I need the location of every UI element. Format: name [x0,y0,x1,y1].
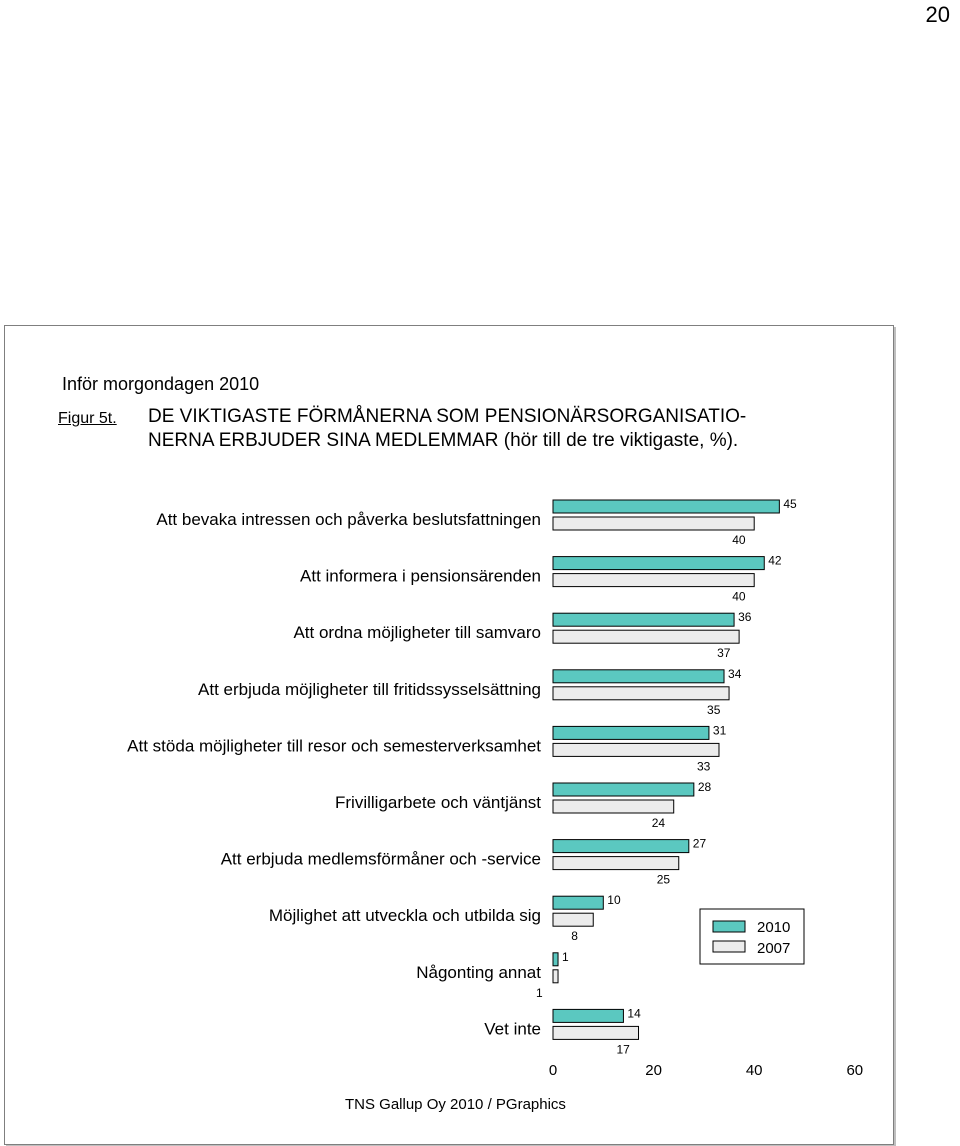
data-label-2010: 27 [693,837,707,851]
figure-title-line2: NERNA ERBJUDER SINA MEDLEMMAR (hör till … [148,430,739,451]
report-supertitle: Inför morgondagen 2010 [62,374,260,394]
bar-2010 [552,895,604,910]
data-label-2010: 14 [627,1006,641,1020]
data-label-2010: 42 [768,554,782,568]
bar-2007 [552,799,675,814]
category-label: Att stöda möjligheter till resor och sem… [127,736,541,755]
bar-2007 [552,1025,640,1040]
category-label: Att bevaka intressen och påverka besluts… [156,510,541,529]
data-label-2007: 35 [707,703,721,717]
bar-2007 [552,629,740,644]
data-label-2007: 8 [571,929,578,943]
data-label-2007: 17 [617,1042,631,1056]
data-label-2010: 28 [698,780,712,794]
bar-2010 [552,612,735,627]
category-label: Vet inte [484,1019,541,1038]
legend-swatch-2010 [712,920,746,933]
x-tick-label: 0 [549,1062,557,1079]
data-label-2007: 25 [657,873,671,887]
data-label-2010: 45 [783,497,797,511]
legend-label-2010: 2010 [757,919,790,936]
data-label-2010: 34 [728,667,742,681]
bar-2007 [552,742,720,757]
bar-2010 [552,1008,624,1023]
bar-2010 [552,499,780,514]
data-label-2007: 40 [732,590,746,604]
bar-2007 [552,516,755,531]
category-label: Möjlighet att utveckla och utbilda sig [269,906,541,925]
legend-swatch-2007 [712,940,746,953]
category-label: Någonting annat [416,963,541,982]
legend-label-2007: 2007 [757,940,790,957]
x-tick-label: 40 [746,1062,763,1079]
figure-title-line1: DE VIKTIGASTE FÖRMÅNERNA SOM PENSIONÄRSO… [148,406,747,427]
bar-2007 [552,856,680,871]
figure-label: Figur 5t. [58,410,117,427]
data-label-2007: 40 [732,533,746,547]
bar-2007 [552,969,559,984]
category-label: Frivilligarbete och väntjänst [335,793,541,812]
x-tick-label: 20 [645,1062,662,1079]
data-label-2010: 1 [562,950,569,964]
data-label-2007: 1 [536,986,543,1000]
chart-frame [4,325,894,1145]
data-label-2010: 10 [607,893,621,907]
legend-box [699,908,805,965]
data-label-2007: 24 [652,816,666,830]
bar-2007 [552,686,730,701]
bar-2010 [552,669,725,684]
chart-credit: TNS Gallup Oy 2010 / PGraphics [345,1096,566,1113]
data-label-2010: 31 [713,723,727,737]
data-label-2007: 37 [717,646,731,660]
category-label: Att erbjuda medlemsförmåner och -service [221,850,541,869]
data-label-2007: 33 [697,759,711,773]
category-label: Att erbjuda möjligheter till fritidssyss… [198,680,541,699]
bar-2010 [552,725,710,740]
data-label-2010: 36 [738,610,752,624]
bar-2010 [552,952,559,967]
figure-title: DE VIKTIGASTE FÖRMÅNERNA SOM PENSIONÄRSO… [148,405,868,453]
bar-2007 [552,912,594,927]
bar-2007 [552,573,755,588]
category-label: Att ordna möjligheter till samvaro [293,623,541,642]
bar-2010 [552,556,765,571]
page-number: 20 [925,2,950,27]
bar-2010 [552,839,690,854]
category-label: Att informera i pensionsärenden [300,567,541,586]
bar-2010 [552,782,695,797]
x-tick-label: 60 [846,1062,863,1079]
